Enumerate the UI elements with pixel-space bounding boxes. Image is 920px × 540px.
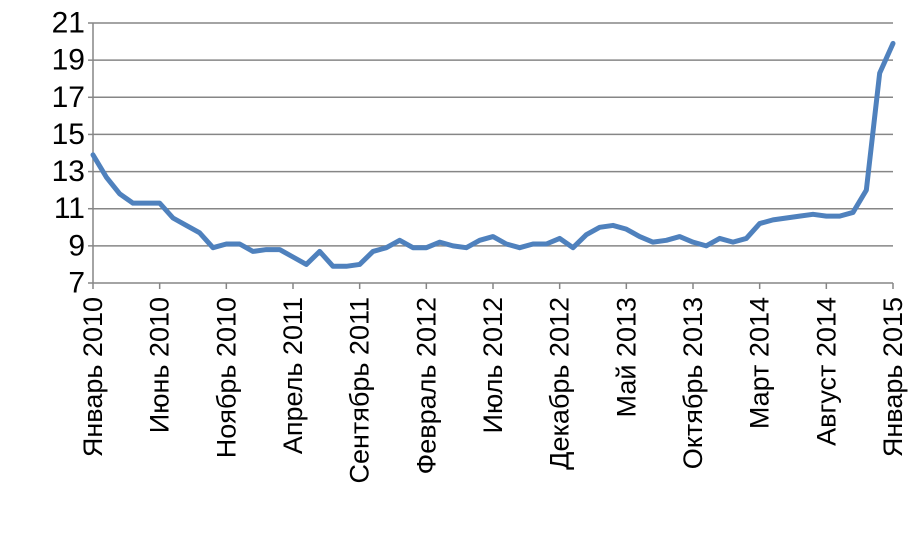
axes	[88, 22, 894, 289]
x-tick-label: Октябрь 2013	[678, 297, 708, 469]
x-tick-label: Июль 2012	[478, 297, 508, 433]
y-tick-label: 11	[54, 192, 85, 225]
y-tick-label: 19	[52, 44, 85, 77]
series-layer	[90, 40, 896, 269]
x-tick-label: Май 2013	[611, 297, 641, 417]
x-tick-label: Сентябрь 2011	[345, 297, 375, 484]
x-tick-label: Январь 2015	[878, 297, 908, 457]
y-tick-label: 9	[68, 229, 85, 262]
x-tick-label: Январь 2010	[78, 297, 108, 457]
x-tick-label: Август 2014	[811, 297, 841, 446]
gridlines	[93, 22, 893, 247]
series-line	[90, 40, 896, 269]
y-tick-label: 15	[52, 118, 85, 151]
y-tick-label: 13	[52, 155, 85, 188]
x-tick-label: Февраль 2012	[411, 297, 441, 474]
x-tick-label: Март 2014	[745, 297, 775, 429]
x-tick-label: Декабрь 2012	[545, 297, 575, 470]
x-tick-label: Июнь 2010	[145, 297, 175, 433]
y-tick-label: 17	[52, 81, 85, 114]
x-tick-labels: Январь 2010 Июнь 2010 Ноябрь 2010 Апрель 20…	[78, 297, 908, 484]
x-tick-label: Апрель 2011	[278, 297, 308, 454]
y-tick-label: 21	[52, 7, 85, 40]
y-tick-label: 7	[68, 267, 85, 300]
y-tick-labels: 7 9 11 13 15 17 19 21	[52, 7, 85, 300]
x-tick-label: Ноябрь 2010	[211, 297, 241, 458]
